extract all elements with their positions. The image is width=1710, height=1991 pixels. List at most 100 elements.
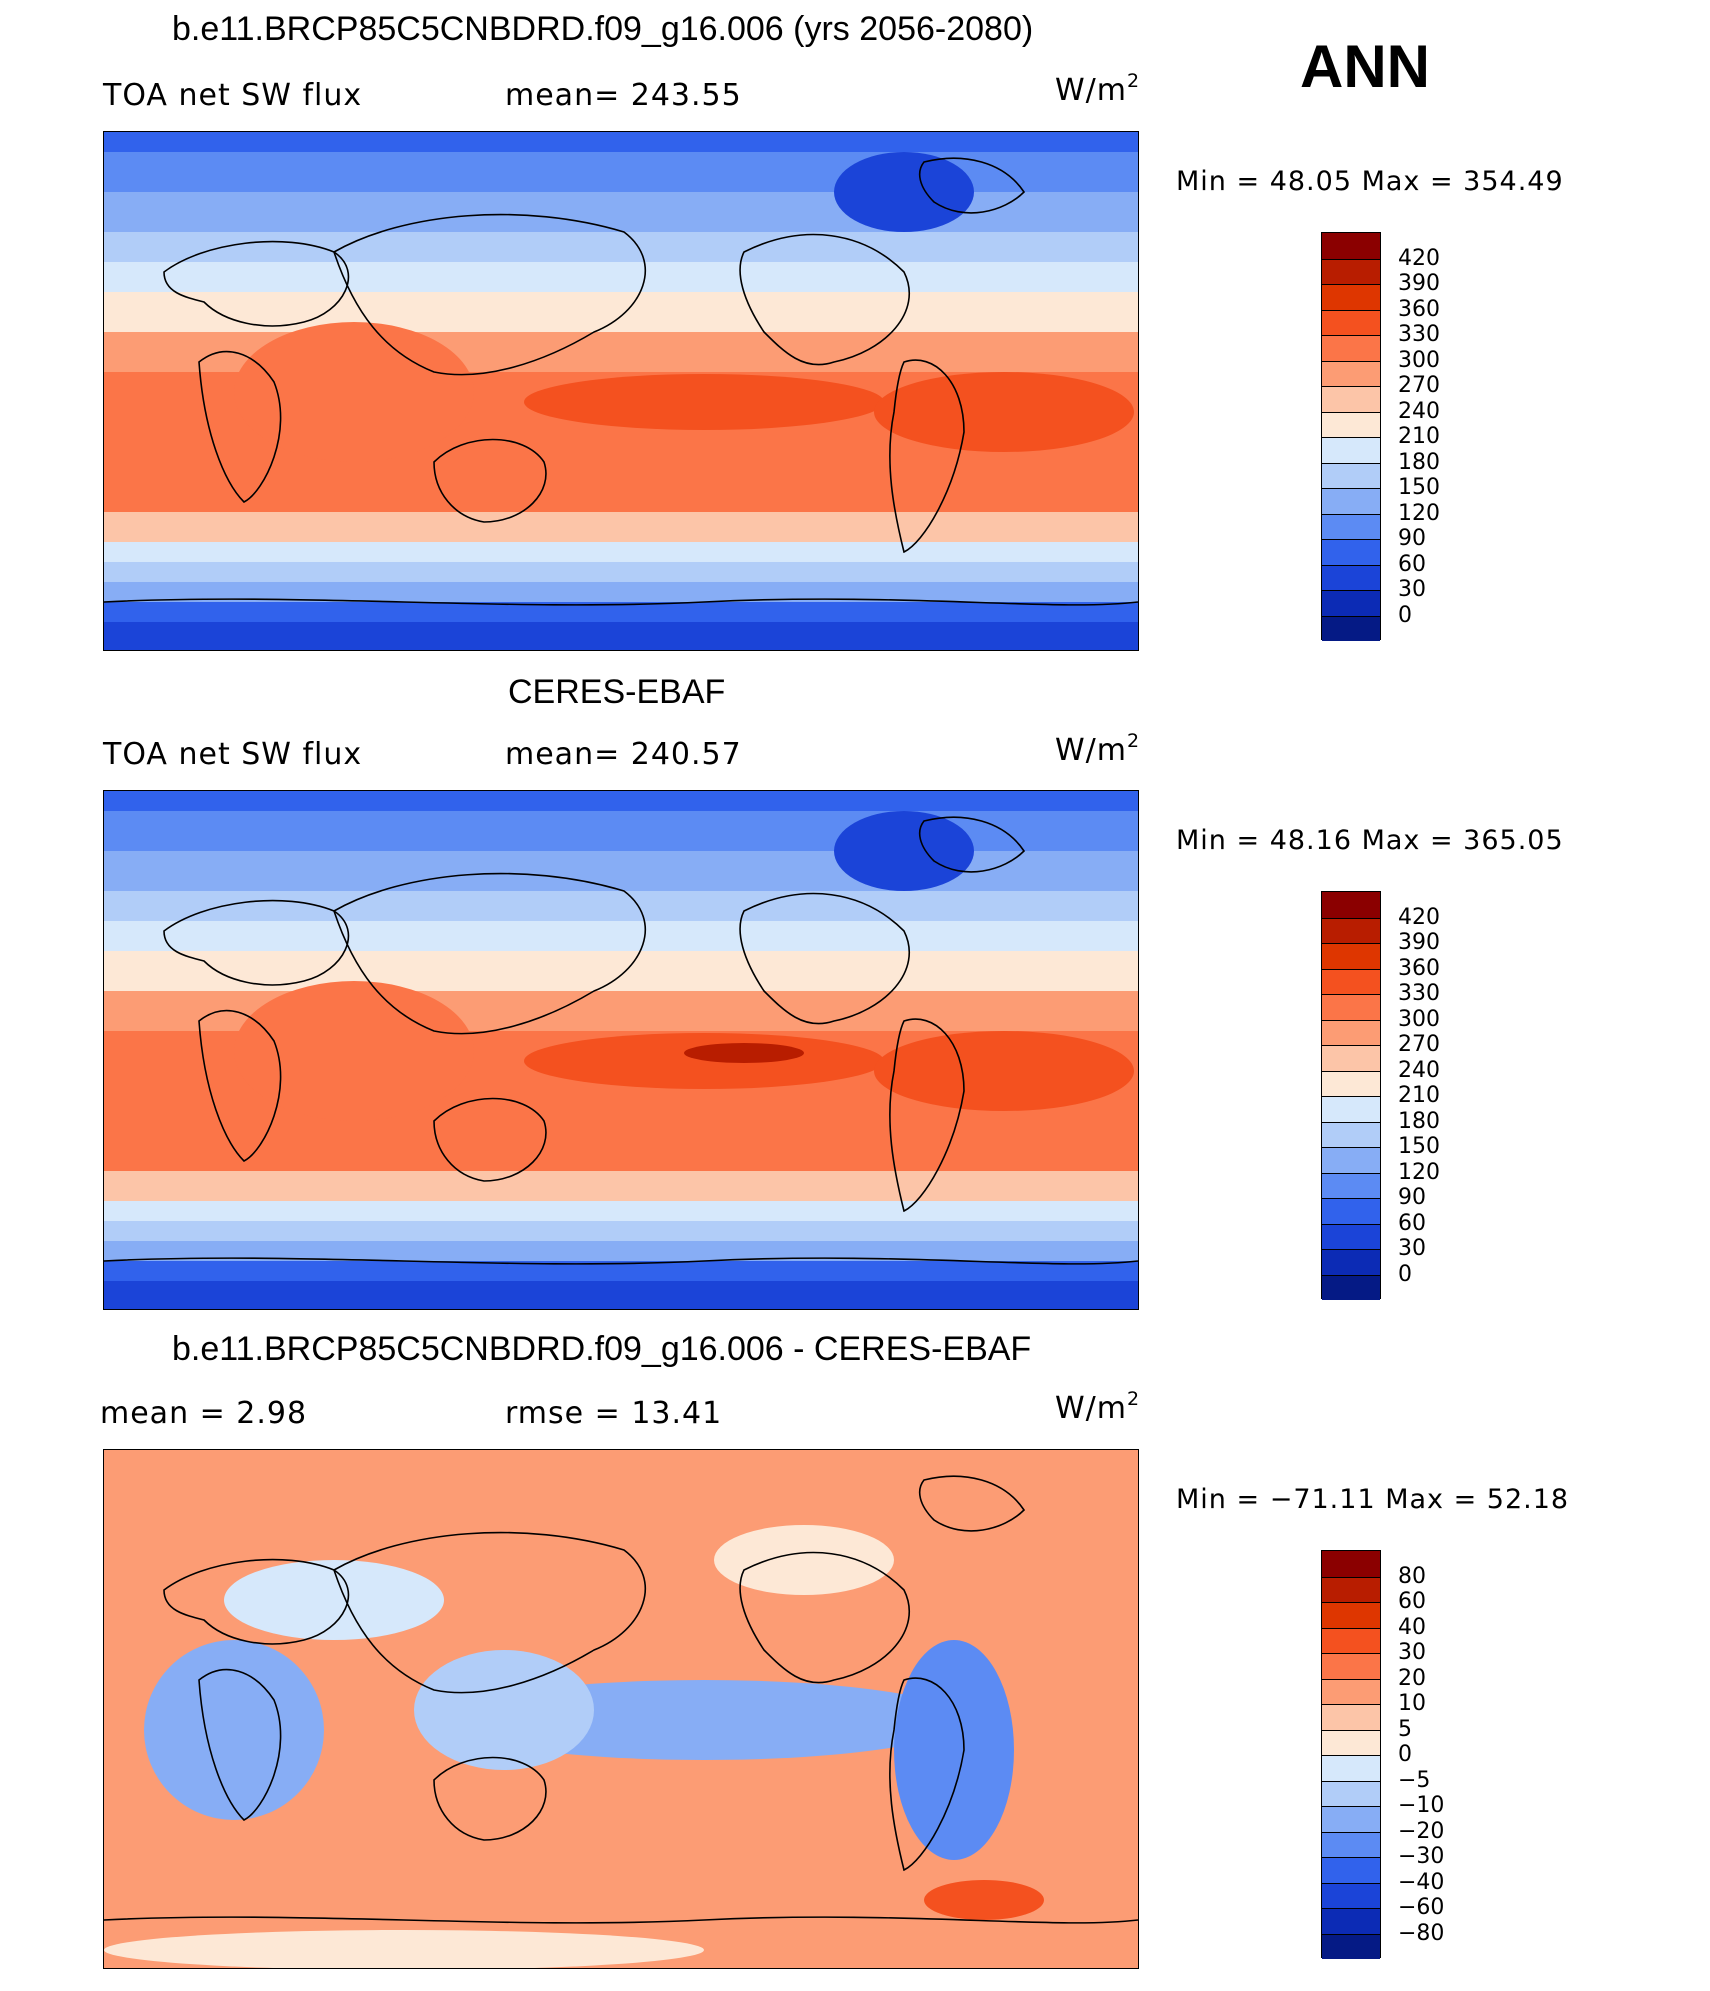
panel-3-title: b.e11.BRCP85C5CNBDRD.f09_g16.006 - CERES… [172, 1330, 1032, 1368]
colorbar-tick-label: 390 [1398, 930, 1440, 955]
coastline [433, 1756, 547, 1841]
colorbar-swatch [1322, 917, 1380, 943]
colorbar-tick-label: 180 [1398, 1108, 1440, 1134]
field-band [104, 1261, 1138, 1281]
field-band [104, 1201, 1138, 1221]
field-blob [524, 374, 884, 430]
colorbar-tick-label: 210 [1398, 1083, 1440, 1108]
field-blob [414, 1650, 594, 1770]
field-band [104, 132, 1138, 152]
colorbar-tick-label: 60 [1398, 551, 1426, 577]
field-blob [234, 981, 474, 1121]
panel-2-map-canvas [104, 791, 1138, 1309]
field-blob [144, 1640, 324, 1820]
coastline [918, 816, 1026, 873]
colorbar-swatch [1322, 1831, 1380, 1857]
coastline [739, 1551, 910, 1684]
colorbar-tick-label: 0 [1398, 1261, 1412, 1287]
field-band [104, 542, 1138, 562]
field-blob [524, 1033, 884, 1089]
colorbar-swatch [1322, 1755, 1380, 1781]
colorbar-swatch [1322, 462, 1380, 488]
colorbar-swatch [1322, 1576, 1380, 1602]
colorbar-swatch [1322, 943, 1380, 969]
colorbar-swatch [1322, 386, 1380, 412]
coastline [163, 1558, 350, 1645]
field-blob [874, 372, 1134, 452]
colorbar-swatch [1322, 1780, 1380, 1806]
panel-3-rmse-label: rmse = 13.41 [505, 1396, 723, 1431]
field-blob [104, 1930, 704, 1968]
field-blob [714, 1525, 894, 1595]
colorbar-tick-label: 10 [1398, 1691, 1426, 1716]
panel-1-variable-label: TOA net SW flux [103, 78, 363, 113]
colorbar-tick-label: 30 [1398, 1640, 1426, 1665]
colorbar-swatch [1322, 539, 1380, 565]
colorbar-swatch [1322, 1806, 1380, 1832]
colorbar-tick-label: 330 [1398, 981, 1440, 1006]
coastline [433, 438, 547, 523]
colorbar-tick-label: 360 [1398, 955, 1440, 981]
colorbar-tick-label: 90 [1398, 526, 1426, 551]
colorbar-tick-label: 90 [1398, 1185, 1426, 1210]
panel-3-colorbar [1321, 1550, 1381, 1959]
field-blob [684, 1043, 804, 1063]
coastline [104, 1916, 1138, 1924]
colorbar-swatch [1322, 233, 1380, 259]
colorbar-swatch [1322, 1045, 1380, 1071]
coastline [918, 1475, 1026, 1532]
field-band [104, 152, 1138, 192]
field-band [104, 1281, 1138, 1309]
field-band [104, 512, 1138, 542]
colorbar-tick-label: 270 [1398, 1032, 1440, 1057]
colorbar-tick-label: 390 [1398, 271, 1440, 296]
panel-3-map-canvas [104, 1450, 1138, 1968]
coastline [198, 1009, 282, 1162]
colorbar-swatch [1322, 258, 1380, 284]
colorbar-swatch [1322, 1908, 1380, 1934]
colorbar-swatch [1322, 1729, 1380, 1755]
field-band [104, 1241, 1138, 1261]
colorbar-swatch [1322, 1602, 1380, 1628]
colorbar-tick-label: 60 [1398, 1210, 1426, 1236]
field-band [104, 1221, 1138, 1241]
coastline [104, 1257, 1138, 1265]
colorbar-tick-label: 420 [1398, 245, 1440, 271]
colorbar-tick-label: −20 [1398, 1818, 1445, 1844]
panel-1-field [104, 132, 1138, 650]
coastline [739, 233, 910, 366]
colorbar-tick-label: 30 [1398, 577, 1426, 602]
field-band [104, 562, 1138, 582]
colorbar-swatch [1322, 1223, 1380, 1249]
colorbar-swatch [1322, 437, 1380, 463]
colorbar-tick-label: 120 [1398, 1159, 1440, 1185]
colorbar-tick-label: −10 [1398, 1793, 1445, 1818]
field-blob [224, 1560, 444, 1640]
panel-2-units: W/m2 [1055, 730, 1140, 768]
colorbar-swatch [1322, 1551, 1380, 1577]
coastline [104, 598, 1138, 606]
colorbar-tick-label: −60 [1398, 1895, 1445, 1920]
colorbar-swatch [1322, 1882, 1380, 1908]
field-band [104, 791, 1138, 811]
colorbar-swatch [1322, 968, 1380, 994]
field-band [104, 622, 1138, 650]
colorbar-swatch [1322, 994, 1380, 1020]
colorbar-swatch [1322, 1627, 1380, 1653]
colorbar-tick-label: 150 [1398, 1134, 1440, 1159]
coastline [889, 1677, 965, 1872]
colorbar-swatch [1322, 488, 1380, 514]
panel-2-coastlines [104, 816, 1138, 1265]
colorbar-swatch [1322, 1274, 1380, 1300]
colorbar-tick-label: 80 [1398, 1563, 1426, 1589]
colorbar-swatch [1322, 1249, 1380, 1275]
panel-3-map [103, 1449, 1139, 1969]
field-band [104, 891, 1138, 921]
field-band [104, 921, 1138, 951]
colorbar-tick-label: 120 [1398, 500, 1440, 526]
colorbar-swatch [1322, 1198, 1380, 1224]
field-band [104, 232, 1138, 262]
colorbar-tick-label: 300 [1398, 347, 1440, 373]
coastline [198, 350, 282, 503]
colorbar-tick-label: −5 [1398, 1767, 1431, 1793]
